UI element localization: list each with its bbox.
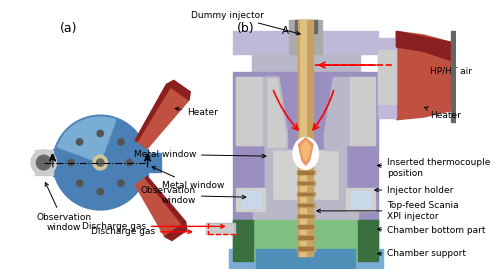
Bar [265, 150, 272, 200]
Text: Observation
window: Observation window [141, 186, 246, 205]
Circle shape [53, 115, 148, 210]
Circle shape [76, 180, 83, 186]
Text: Discharge gas: Discharge gas [82, 222, 225, 231]
Bar [296, 225, 315, 229]
Bar [234, 31, 378, 54]
Bar [234, 220, 254, 261]
Circle shape [76, 139, 83, 145]
Bar [236, 77, 262, 145]
Bar [298, 193, 313, 195]
Bar [296, 181, 315, 185]
Bar [148, 153, 162, 172]
Bar [298, 225, 313, 228]
Polygon shape [136, 177, 186, 237]
Bar [256, 249, 356, 269]
Text: Top-feed Scania
XPI injector: Top-feed Scania XPI injector [317, 201, 459, 221]
Bar [298, 236, 313, 239]
Text: A - A: A - A [282, 26, 307, 36]
Bar [296, 192, 315, 196]
Wedge shape [58, 117, 116, 163]
Polygon shape [145, 177, 186, 224]
Bar [296, 170, 315, 174]
Text: Injector holder: Injector holder [374, 186, 454, 195]
Bar [344, 77, 376, 145]
Bar [296, 235, 315, 240]
Text: A: A [50, 153, 56, 163]
Bar [236, 77, 268, 145]
Circle shape [93, 155, 108, 170]
Circle shape [36, 155, 51, 170]
Bar [378, 38, 396, 118]
Circle shape [126, 159, 132, 166]
Text: HP/HT air: HP/HT air [430, 67, 472, 76]
Text: Chamber support: Chamber support [378, 249, 466, 258]
Bar [298, 171, 313, 174]
Text: Observation
window: Observation window [36, 182, 92, 232]
Text: (a): (a) [60, 22, 77, 35]
Bar [290, 20, 322, 54]
Bar [298, 215, 313, 217]
Bar [228, 249, 382, 269]
Polygon shape [396, 31, 456, 120]
Polygon shape [136, 84, 170, 141]
Polygon shape [324, 77, 346, 150]
Bar [234, 72, 378, 150]
Bar [34, 150, 53, 175]
Bar [339, 150, 346, 200]
Polygon shape [396, 31, 456, 61]
Text: Heater: Heater [424, 107, 461, 120]
Bar [346, 188, 376, 211]
Circle shape [96, 159, 104, 166]
Circle shape [97, 130, 103, 137]
Bar [296, 246, 315, 251]
Bar [240, 191, 260, 208]
Bar [300, 20, 306, 256]
Bar [236, 188, 265, 211]
Bar [378, 50, 396, 104]
Polygon shape [136, 84, 189, 148]
Circle shape [31, 150, 56, 175]
Circle shape [118, 139, 124, 145]
Polygon shape [298, 138, 313, 165]
Text: A: A [144, 153, 151, 163]
Circle shape [118, 180, 124, 186]
Bar [351, 191, 371, 208]
Bar [298, 247, 313, 250]
Bar [234, 200, 378, 223]
Bar [350, 77, 376, 145]
Text: Discharge gas: Discharge gas [91, 227, 192, 236]
Polygon shape [301, 141, 310, 161]
Text: Heater: Heater [175, 107, 218, 117]
Polygon shape [268, 79, 285, 147]
Bar [358, 220, 378, 261]
Text: Inserted thermocouple
position: Inserted thermocouple position [378, 158, 490, 178]
Bar [296, 203, 315, 207]
Text: Chamber bottom part: Chamber bottom part [378, 227, 486, 235]
Text: Dummy injector: Dummy injector [192, 11, 300, 35]
Text: (b): (b) [237, 22, 255, 35]
Ellipse shape [293, 138, 318, 169]
Circle shape [97, 189, 103, 195]
Bar [296, 214, 315, 218]
Bar [254, 200, 358, 223]
Text: Metal window: Metal window [152, 167, 224, 190]
Bar [234, 220, 378, 261]
Bar [298, 20, 313, 256]
Bar [206, 224, 234, 233]
Bar [206, 223, 235, 234]
Polygon shape [166, 80, 190, 100]
Bar [234, 150, 378, 200]
Polygon shape [265, 77, 287, 150]
Bar [53, 149, 148, 176]
Bar [252, 54, 360, 72]
Bar [254, 220, 358, 261]
Bar [298, 182, 313, 184]
Bar [295, 20, 316, 33]
Polygon shape [165, 222, 187, 240]
Bar [298, 204, 313, 206]
Text: Metal window: Metal window [134, 150, 266, 159]
Bar [265, 150, 346, 200]
Circle shape [68, 159, 74, 166]
Bar [451, 31, 456, 122]
